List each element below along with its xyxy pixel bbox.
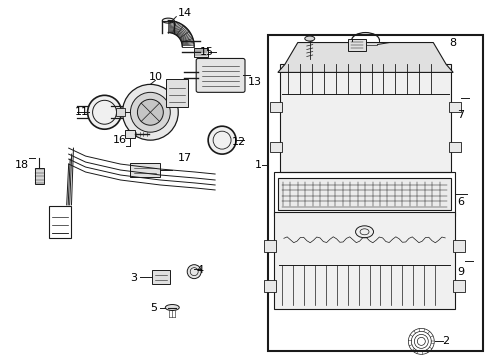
Bar xyxy=(152,270,171,284)
Text: 3: 3 xyxy=(130,273,137,283)
Bar xyxy=(49,206,71,238)
Circle shape xyxy=(122,84,178,140)
Bar xyxy=(274,172,455,216)
Bar xyxy=(278,178,451,210)
Text: 14: 14 xyxy=(178,8,193,18)
Bar xyxy=(270,102,282,112)
Ellipse shape xyxy=(356,226,373,238)
Bar xyxy=(274,212,455,310)
Bar xyxy=(130,163,160,177)
Circle shape xyxy=(88,95,122,129)
Text: 18: 18 xyxy=(15,160,29,170)
Text: 6: 6 xyxy=(457,197,464,207)
Text: 12: 12 xyxy=(232,137,246,147)
Bar xyxy=(116,108,125,116)
Polygon shape xyxy=(278,42,453,72)
Circle shape xyxy=(208,126,236,154)
Bar xyxy=(264,280,276,292)
Text: 5: 5 xyxy=(150,302,157,312)
Text: 2: 2 xyxy=(442,336,449,346)
Bar xyxy=(270,142,282,152)
Circle shape xyxy=(187,265,201,279)
Bar xyxy=(166,80,188,107)
Text: 7: 7 xyxy=(457,110,465,120)
Text: 8: 8 xyxy=(449,37,456,48)
Ellipse shape xyxy=(165,305,179,310)
Bar xyxy=(453,280,465,292)
Bar xyxy=(347,39,366,50)
Circle shape xyxy=(137,99,163,125)
Bar xyxy=(264,240,276,252)
Text: 13: 13 xyxy=(248,77,262,87)
Bar xyxy=(125,130,135,138)
Bar xyxy=(268,35,483,351)
Circle shape xyxy=(130,92,171,132)
FancyBboxPatch shape xyxy=(196,58,245,92)
Ellipse shape xyxy=(305,36,315,41)
Bar xyxy=(35,168,44,184)
Ellipse shape xyxy=(162,18,174,23)
Bar xyxy=(453,240,465,252)
Text: 11: 11 xyxy=(74,107,89,117)
Text: 16: 16 xyxy=(113,135,126,145)
Bar xyxy=(194,48,208,58)
Text: 17: 17 xyxy=(178,153,193,163)
Text: 4: 4 xyxy=(196,265,203,275)
Bar xyxy=(280,64,451,172)
Bar xyxy=(449,102,461,112)
Text: 15: 15 xyxy=(200,48,214,58)
Text: 10: 10 xyxy=(148,72,162,82)
Bar xyxy=(449,142,461,152)
Text: 9: 9 xyxy=(457,267,465,276)
Text: 1: 1 xyxy=(255,160,262,170)
